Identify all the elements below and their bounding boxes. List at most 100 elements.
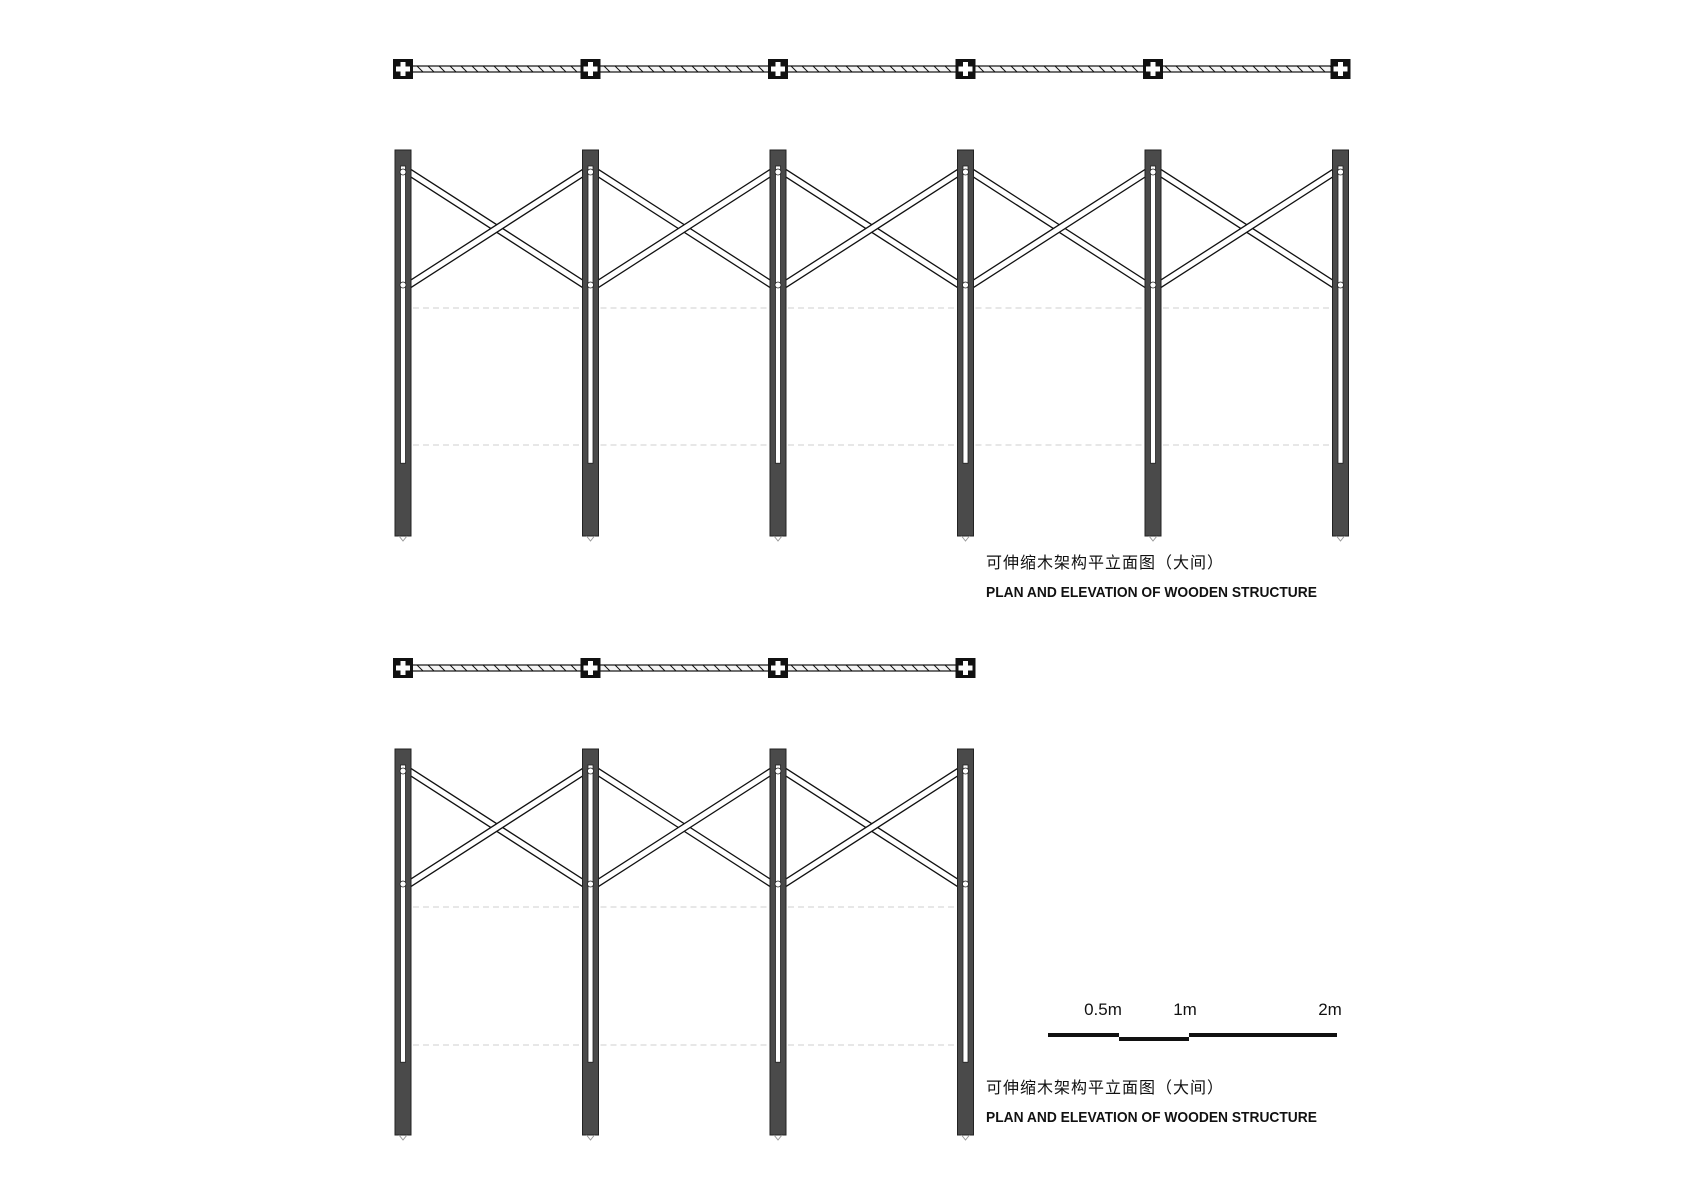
plan-hatch [658,664,666,672]
plan-hatch [889,664,897,672]
plan-hatch [867,664,875,672]
post-foot [1336,535,1345,542]
scale-label-half-metre: 0.5m [1084,1000,1122,1019]
post [1332,149,1349,542]
caption-title-en: PLAN AND ELEVATION OF WOODEN STRUCTURE [986,584,1317,601]
plan-post-node [580,59,601,79]
post-slot [587,165,594,464]
pivot-bottom [962,281,969,289]
plan-hatch [812,664,820,672]
plan-post-node [955,658,976,678]
post [957,149,974,542]
plan-hatch [1285,65,1293,73]
plan-hatch [1120,65,1128,73]
plan-hatch [933,65,941,73]
pivot-bottom [774,880,782,888]
plan-hatch [526,664,534,672]
scale-segment [1189,1033,1337,1037]
plan-hatch [867,65,875,73]
plan-hatch [724,65,732,73]
pivot-bottom [1149,281,1157,289]
plan-hatch [427,65,435,73]
plan-post-node [768,658,788,678]
plan-hatch [636,65,644,73]
post-section-cross-h [583,665,598,671]
plan-hatch [680,664,688,672]
plan-hatch [801,65,809,73]
caption-small-span: 可伸缩木架构平立面图（大间） PLAN AND ELEVATION OF WOO… [986,1078,1346,1128]
scale-bar [1048,1033,1337,1041]
pivot-top [962,767,969,775]
scale-segment [1119,1037,1189,1041]
plan-hatch [471,664,479,672]
post [769,149,787,542]
drawing-large-span [393,59,1351,542]
plan-hatch [625,664,633,672]
post-slot [775,764,781,1063]
plan-post-node [393,658,413,678]
post-foot [586,535,595,542]
plan-hatch [1021,65,1029,73]
pivot-top [962,168,969,176]
plan-hatch [944,65,952,73]
plan-hatch [1076,65,1084,73]
plan-hatch [900,664,908,672]
post-foot [961,535,970,542]
post-slot [775,165,781,464]
plan-hatch [713,65,721,73]
plan-hatch [1296,65,1304,73]
plan-hatch [801,664,809,672]
post [394,748,412,1141]
plan-view [393,658,976,678]
plan-hatch [922,65,930,73]
plan-hatch [614,65,622,73]
plan-hatch [482,664,490,672]
plan-hatch [1219,65,1227,73]
plan-hatch [1274,65,1282,73]
post [1144,149,1162,542]
plan-hatch [1186,65,1194,73]
post-section-cross-h [583,66,598,72]
pivot-bottom [587,281,594,289]
post [394,149,412,542]
pivot-bottom [774,281,782,289]
pivot-bottom [399,880,407,888]
plan-hatch [1263,65,1271,73]
caption-title-cn: 可伸缩木架构平立面图（大间） [986,553,1225,572]
plan-hatch [878,664,886,672]
post-foot [1148,535,1158,542]
plan-hatch [669,65,677,73]
plan-hatch [416,65,424,73]
plan-hatch [460,664,468,672]
pivot-top [399,168,407,176]
post-foot [398,535,408,542]
post-section-cross-h [771,665,785,671]
plan-hatch [691,664,699,672]
plan-hatch [977,65,985,73]
plan-hatch [603,664,611,672]
elevation-view [394,748,974,1141]
plan-hatch [735,664,743,672]
plan-hatch [944,664,952,672]
plan-hatch [790,664,798,672]
post-section-cross-h [396,66,410,72]
scale-label-one-metre: 1m [1173,1000,1197,1019]
plan-hatch [658,65,666,73]
plan-hatch [834,664,842,672]
plan-hatch [746,664,754,672]
caption-title-cn: 可伸缩木架构平立面图（大间） [986,1078,1225,1097]
plan-hatch [526,65,534,73]
plan-hatch [570,65,578,73]
plan-hatch [504,65,512,73]
plan-hatch [790,65,798,73]
post-slot [400,764,406,1063]
plan-post-node [393,59,413,79]
plan-hatch [845,65,853,73]
plan-hatch [911,65,919,73]
pivot-top [1337,168,1344,176]
pivot-top [399,767,407,775]
plan-hatch [614,664,622,672]
post-foot [773,1134,783,1141]
plan-hatch [636,664,644,672]
plan-post-node [580,658,601,678]
